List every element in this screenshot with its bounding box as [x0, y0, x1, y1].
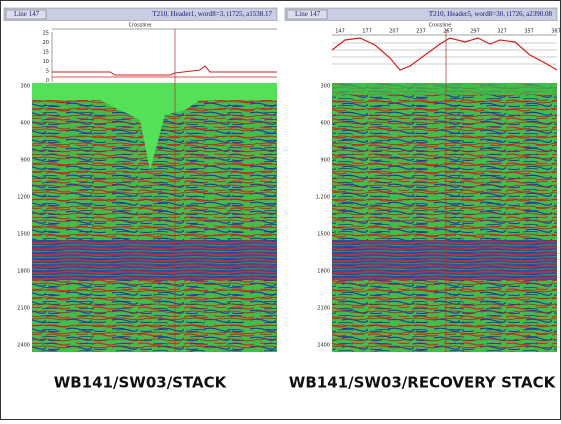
tick-label: 300	[320, 84, 330, 90]
tick-label: 237	[416, 29, 426, 35]
tick-label: 2400	[317, 343, 330, 349]
tick-label: 900	[20, 158, 30, 164]
caption: WB141/SW03/RECOVERY STACK	[289, 374, 557, 392]
tick-label: 900	[320, 158, 330, 164]
axis-title: Crossline	[129, 23, 152, 29]
tick-label: 357	[524, 29, 534, 35]
tick-label: 5	[46, 69, 49, 75]
tick-label: 177	[362, 29, 372, 35]
tick-label: 10	[43, 59, 49, 65]
tick-label: 600	[20, 121, 30, 127]
tick-label: 267	[443, 29, 453, 35]
tick-label: 387	[551, 29, 561, 35]
tick-label: 1,200	[316, 195, 330, 201]
screenshot: Line 147 T210, Header1, word8=3, t1725, …	[0, 0, 561, 420]
tick-label: 20	[43, 40, 49, 46]
tick-label: 15	[43, 50, 49, 56]
tick-label: 2100	[17, 306, 30, 312]
tick-label: 327	[497, 29, 507, 35]
tick-label: 1200	[17, 195, 30, 201]
tick-label: 1500	[17, 232, 30, 238]
left-panel: Line 147 T210, Header1, word8=3, t1725, …	[4, 8, 277, 352]
caption: WB141/SW03/STACK	[54, 374, 228, 392]
tick-label: 25	[43, 31, 49, 37]
tick-label: 300	[20, 84, 30, 90]
line-label: Line 147	[14, 10, 40, 18]
header-label: T210, Header5, word8=30, t1726, a2390.08	[429, 10, 553, 18]
line-label: Line 147	[295, 10, 321, 18]
tick-label: 147	[335, 29, 345, 35]
tick-label: 297	[470, 29, 480, 35]
tick-label: 1500	[317, 232, 330, 238]
tick-label: 2400	[17, 343, 30, 349]
tick-label: 1800	[17, 269, 30, 275]
tick-label: 207	[389, 29, 399, 35]
tick-label: 600	[320, 121, 330, 127]
tick-label: 1800	[317, 269, 330, 275]
header-label: T210, Header1, word8=3, t1725, a1538.17	[152, 10, 272, 18]
tick-label: 2100	[317, 306, 330, 312]
